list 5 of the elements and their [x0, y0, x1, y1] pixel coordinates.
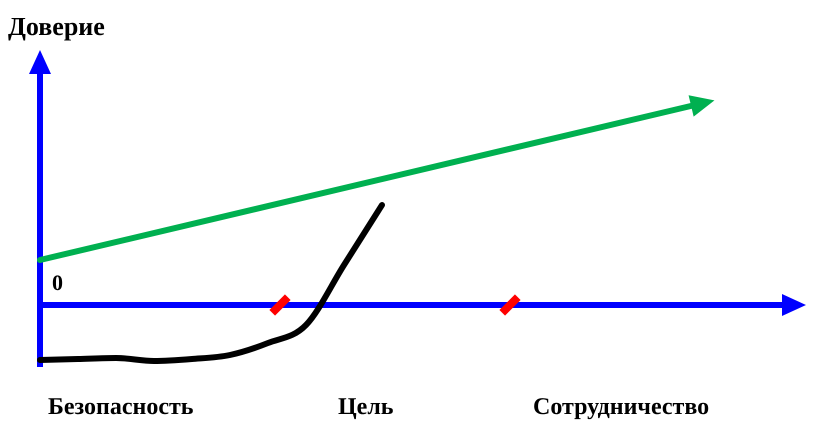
text: Безопасность [48, 394, 194, 421]
annotation: 0 [52, 270, 63, 296]
text: Сотрудничество [533, 394, 710, 421]
text: Доверие [8, 12, 105, 42]
text: Цель [338, 394, 394, 421]
